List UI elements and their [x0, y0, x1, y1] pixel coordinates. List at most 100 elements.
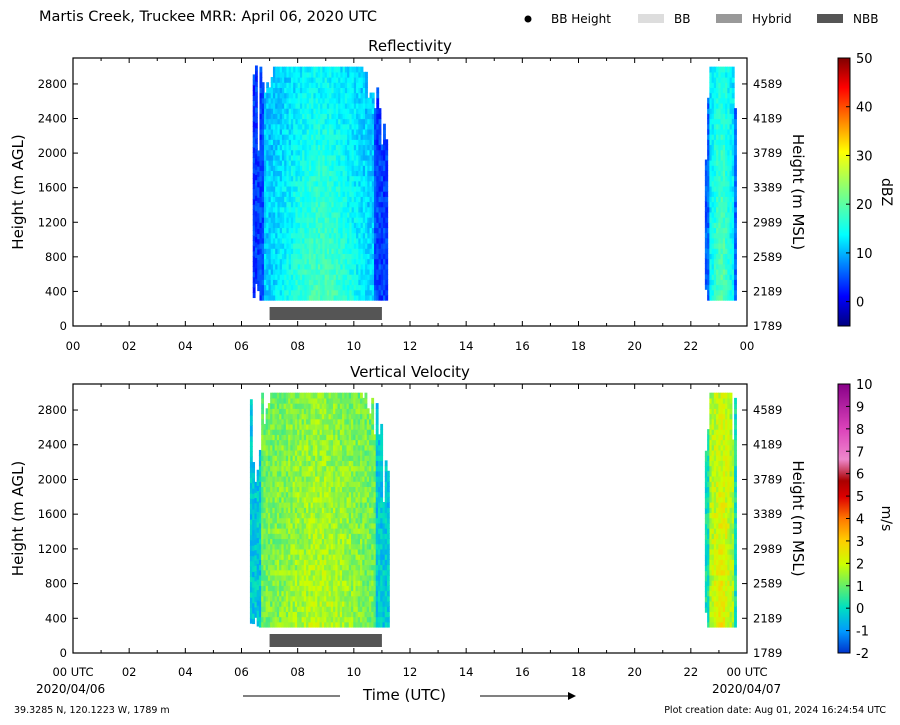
- heatmap-cell: [707, 118, 710, 125]
- heatmap-cell: [376, 144, 380, 151]
- heatmap-cell: [301, 580, 305, 586]
- heatmap-cell: [281, 522, 285, 529]
- heatmap-cell: [376, 222, 380, 229]
- heatmap-cell: [317, 258, 321, 265]
- heatmap-cell: [302, 248, 306, 254]
- heatmap-cell: [312, 434, 316, 441]
- heatmap-cell: [261, 170, 265, 177]
- heatmap-cell: [725, 118, 728, 125]
- heatmap-cell: [299, 611, 303, 618]
- heatmap-cell: [720, 268, 724, 275]
- heatmap-cell: [362, 87, 366, 94]
- heatmap-cell: [290, 274, 294, 280]
- heatmap-cell: [261, 392, 265, 399]
- heatmap-cell: [268, 258, 272, 265]
- heatmap-cell: [275, 170, 279, 177]
- heatmap-cell: [274, 392, 278, 399]
- heatmap-cell: [317, 253, 321, 260]
- heatmap-cell: [385, 232, 389, 239]
- heatmap-cell: [272, 108, 276, 114]
- heatmap-cell: [302, 97, 306, 104]
- heatmap-cell: [342, 160, 346, 166]
- heatmap-cell: [333, 465, 336, 472]
- heatmap-cell: [281, 217, 285, 223]
- heatmap-cell: [301, 486, 305, 493]
- heatmap-cell: [268, 160, 272, 166]
- heatmap-cell: [293, 196, 297, 203]
- nbb-bar: [269, 307, 382, 320]
- heatmap-cell: [281, 491, 285, 498]
- heatmap-cell: [284, 165, 288, 171]
- heatmap-cell: [312, 517, 316, 524]
- heatmap-cell: [263, 165, 267, 171]
- heatmap-cell: [313, 144, 317, 151]
- heatmap-cell: [295, 248, 299, 254]
- heatmap-cell: [725, 165, 728, 171]
- heatmap-cell: [284, 139, 288, 146]
- heatmap-cell: [258, 600, 262, 607]
- heatmap-cell: [707, 108, 710, 114]
- heatmap-cell: [317, 418, 321, 425]
- heatmap-cell: [711, 185, 715, 192]
- heatmap-cell: [716, 118, 719, 125]
- heatmap-cell: [297, 621, 300, 628]
- heatmap-cell: [342, 102, 346, 109]
- heatmap-cell: [371, 180, 375, 187]
- heatmap-cell: [286, 289, 290, 296]
- heatmap-cell: [380, 211, 384, 218]
- heatmap-cell: [259, 66, 263, 73]
- heatmap-cell: [362, 134, 366, 140]
- heatmap-cell: [249, 597, 253, 603]
- heatmap-cell: [704, 247, 708, 254]
- heatmap-cell: [335, 232, 339, 239]
- heatmap-cell: [272, 201, 276, 208]
- heatmap-cell: [709, 237, 713, 244]
- heatmap-cell: [367, 170, 371, 177]
- heatmap-cell: [711, 274, 715, 280]
- heatmap-cell: [362, 144, 366, 151]
- heatmap-cell: [306, 201, 310, 208]
- heatmap-cell: [306, 522, 309, 529]
- heatmap-cell: [360, 165, 364, 171]
- heatmap-cell: [335, 408, 339, 415]
- heatmap-cell: [725, 160, 728, 166]
- heatmap-cell: [374, 279, 377, 286]
- heatmap-cell: [331, 191, 335, 197]
- heatmap-cell: [313, 97, 317, 104]
- heatmap-cell: [297, 559, 300, 566]
- heatmap-cell: [347, 263, 350, 270]
- heatmap-cell: [321, 460, 325, 467]
- heatmap-cell: [356, 134, 359, 140]
- heatmap-cell: [302, 180, 306, 187]
- heatmap-cell: [292, 408, 296, 415]
- heatmap-cell: [342, 294, 346, 301]
- heatmap-cell: [378, 191, 382, 197]
- heatmap-cell: [356, 289, 359, 296]
- heatmap-cell: [265, 481, 269, 487]
- heatmap-cell: [338, 149, 341, 156]
- heatmap-cell: [340, 144, 344, 151]
- heatmap-cell: [347, 87, 350, 94]
- heatmap-cell: [369, 113, 373, 120]
- heatmap-cell: [369, 144, 373, 151]
- heatmap-cell: [718, 211, 722, 218]
- heatmap-cell: [308, 611, 312, 618]
- heatmap-cell: [321, 507, 325, 514]
- heatmap-cell: [324, 621, 327, 628]
- heatmap-cell: [319, 600, 323, 607]
- heatmap-cell: [261, 128, 265, 135]
- heatmap-cell: [707, 180, 710, 187]
- heatmap-cell: [311, 227, 314, 234]
- heatmap-cell: [266, 170, 270, 177]
- heatmap-cell: [259, 279, 263, 286]
- heatmap-cell: [277, 284, 281, 291]
- heatmap-cell: [720, 134, 724, 140]
- heatmap-cell: [315, 175, 319, 182]
- heatmap-cell: [707, 284, 710, 291]
- heatmap-cell: [358, 170, 362, 177]
- heatmap-cell: [320, 185, 323, 192]
- heatmap-cell: [335, 284, 339, 291]
- heatmap-cell: [313, 149, 317, 156]
- heatmap-cell: [367, 248, 371, 254]
- heatmap-cell: [252, 571, 256, 578]
